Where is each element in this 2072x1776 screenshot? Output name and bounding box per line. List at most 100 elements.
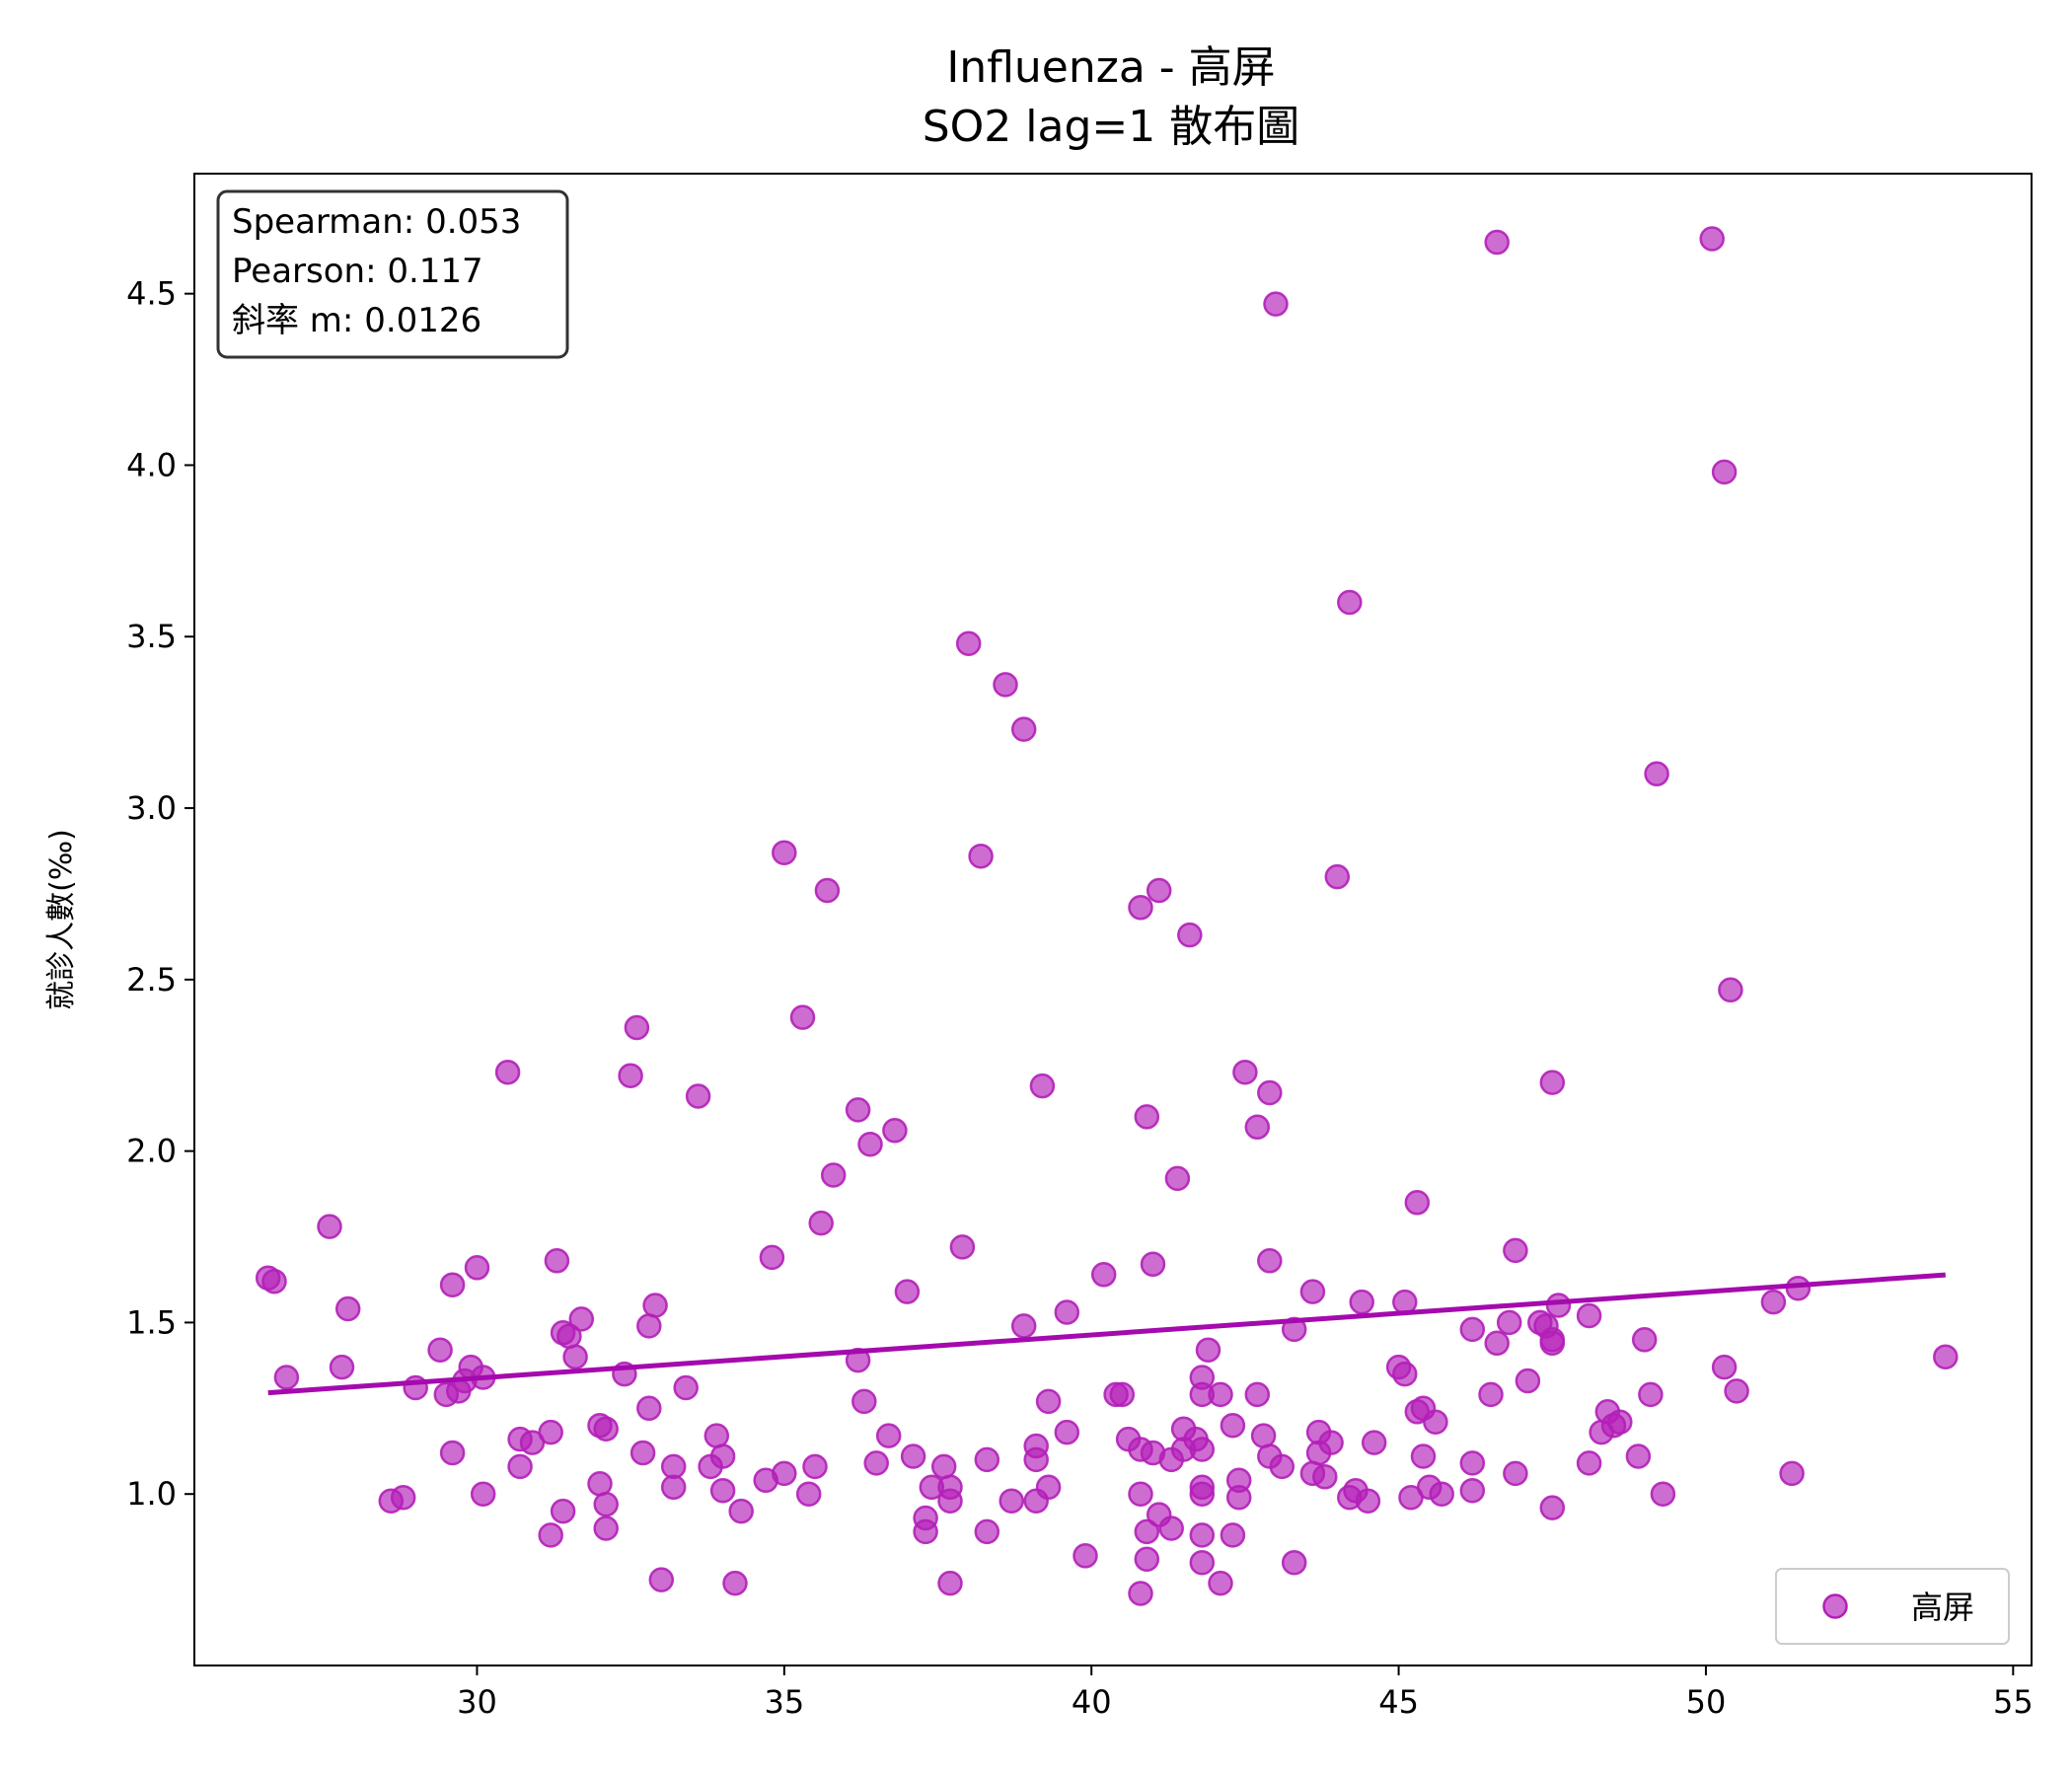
data-point <box>937 1474 963 1501</box>
data-point <box>1134 1518 1160 1545</box>
data-point <box>593 1416 619 1442</box>
data-point <box>795 1481 822 1507</box>
data-point <box>1496 1309 1522 1336</box>
data-point <box>1539 1495 1566 1520</box>
data-point <box>439 1440 466 1466</box>
data-point <box>863 1450 889 1476</box>
regression-line <box>267 1272 1946 1396</box>
legend-label: 高屏 <box>1911 1589 1974 1626</box>
slope-stat: 斜率 m: 0.0126 <box>232 301 481 340</box>
data-point <box>968 843 994 869</box>
data-point <box>1515 1368 1541 1394</box>
plot-area <box>193 173 2033 1666</box>
data-point <box>845 1097 871 1123</box>
data-point <box>494 1059 521 1085</box>
data-point <box>507 1453 533 1480</box>
data-point <box>999 1488 1024 1514</box>
data-point <box>937 1570 963 1596</box>
data-point <box>1208 1570 1233 1596</box>
data-point <box>273 1365 300 1390</box>
data-point <box>1220 1522 1246 1548</box>
data-point <box>1503 1237 1528 1264</box>
legend: 高屏 <box>1775 1568 2010 1645</box>
data-point <box>1318 1430 1344 1455</box>
data-point <box>648 1567 675 1592</box>
data-point <box>1718 977 1743 1003</box>
data-point <box>1073 1543 1098 1569</box>
data-point <box>1134 1546 1160 1572</box>
data-point <box>1244 1381 1271 1408</box>
data-point <box>1459 1477 1486 1504</box>
data-point <box>875 1423 902 1448</box>
y-tick-label: 1.0 <box>126 1475 177 1513</box>
data-point <box>1349 1289 1374 1315</box>
data-point <box>593 1516 619 1541</box>
data-point <box>1189 1437 1216 1462</box>
data-point <box>1539 1070 1566 1095</box>
data-point <box>587 1471 613 1497</box>
data-point <box>1404 1190 1431 1216</box>
y-axis-label: 就診人數(‰) <box>44 829 79 1010</box>
x-tick-label: 45 <box>1378 1683 1419 1721</box>
data-point <box>1195 1337 1221 1363</box>
data-point <box>1010 716 1037 742</box>
data-point <box>544 1248 570 1274</box>
data-point <box>1478 1381 1504 1408</box>
data-point <box>709 1443 736 1469</box>
data-point <box>845 1347 871 1373</box>
data-point <box>772 1460 797 1487</box>
data-point <box>851 1388 877 1415</box>
stats-box: Spearman: 0.053 Pearson: 0.117 斜率 m: 0.0… <box>216 189 569 359</box>
data-point <box>759 1244 785 1271</box>
data-point <box>1459 1316 1486 1343</box>
data-point <box>1128 895 1153 921</box>
y-tick-label: 4.0 <box>126 446 177 483</box>
x-tick-label: 50 <box>1686 1683 1727 1721</box>
data-point <box>1607 1409 1633 1435</box>
data-point <box>660 1474 687 1501</box>
data-point <box>974 1446 1000 1473</box>
data-point <box>1269 1453 1295 1480</box>
data-point <box>1035 1474 1062 1501</box>
data-point <box>1128 1581 1153 1606</box>
data-point <box>636 1313 662 1339</box>
data-point <box>329 1354 355 1380</box>
data-point <box>930 1453 957 1480</box>
data-point <box>593 1491 619 1517</box>
series-points <box>255 226 1959 1606</box>
data-point <box>1503 1460 1528 1487</box>
data-point <box>1029 1073 1056 1099</box>
data-point <box>642 1293 668 1318</box>
data-point <box>1638 1381 1664 1408</box>
data-point <box>703 1423 730 1448</box>
data-point <box>1090 1262 1117 1288</box>
data-point <box>900 1443 926 1469</box>
y-tick-label: 1.5 <box>126 1303 177 1341</box>
data-point <box>709 1477 736 1504</box>
spearman-stat: Spearman: 0.053 <box>232 202 521 242</box>
data-point <box>949 1234 976 1260</box>
data-point <box>1023 1446 1049 1473</box>
data-point <box>882 1118 908 1144</box>
y-tick-label: 3.5 <box>126 618 177 655</box>
pearson-stat: Pearson: 0.117 <box>232 252 483 291</box>
data-point <box>1484 229 1510 256</box>
data-point <box>636 1395 662 1422</box>
x-tick-label: 30 <box>457 1683 497 1721</box>
data-point <box>1631 1327 1658 1353</box>
data-point <box>390 1484 416 1511</box>
data-point <box>1263 291 1289 317</box>
data-point <box>685 1083 711 1109</box>
data-point <box>538 1522 563 1548</box>
stats-box-frame <box>216 189 569 359</box>
data-point <box>955 630 982 656</box>
data-point <box>1545 1293 1572 1318</box>
data-point <box>1392 1361 1418 1387</box>
data-point <box>1010 1313 1037 1339</box>
data-point <box>1257 1079 1283 1106</box>
data-point <box>894 1279 921 1304</box>
x-tick-label: 35 <box>764 1683 804 1721</box>
data-point <box>857 1131 883 1157</box>
y-tick-label: 3.0 <box>126 789 177 827</box>
data-point <box>1539 1330 1566 1357</box>
